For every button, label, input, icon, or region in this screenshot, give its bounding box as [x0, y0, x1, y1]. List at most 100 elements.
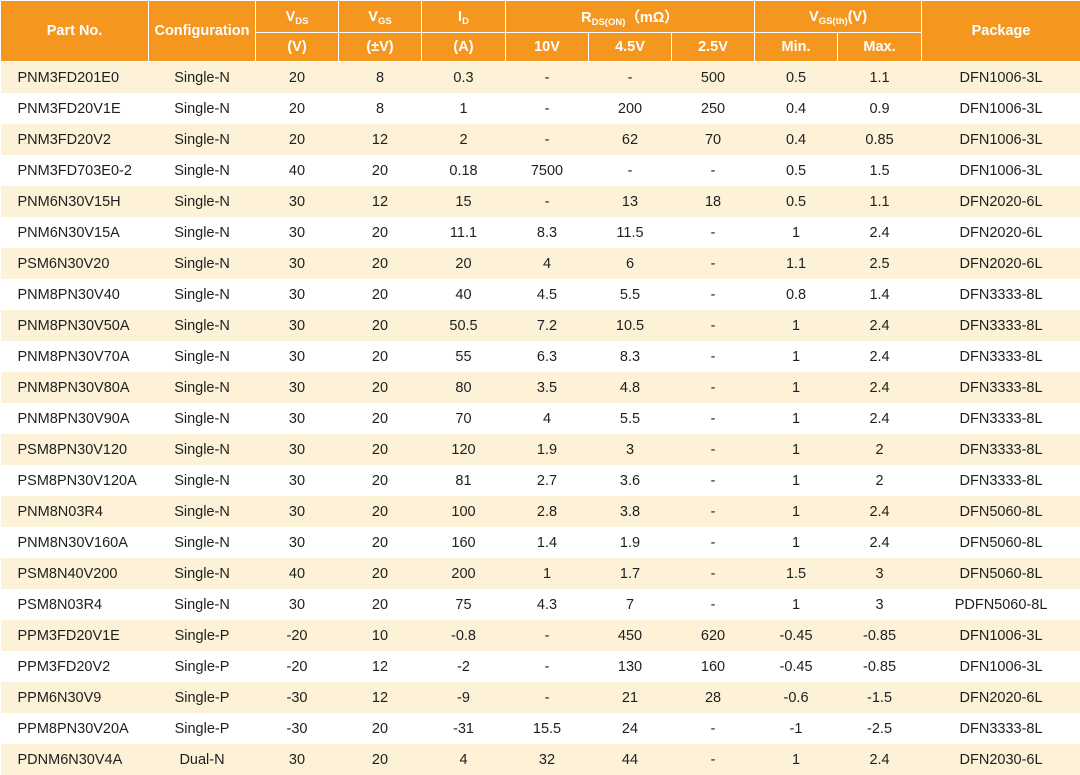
cell-part-no: PPM8PN30V20A [1, 713, 149, 744]
cell-rds-2-5v: - [672, 341, 755, 372]
cell-part-no: PNM8PN30V50A [1, 310, 149, 341]
cell-vgs-th-max: 2.4 [838, 217, 922, 248]
cell-rds-10v: 7.2 [506, 310, 589, 341]
cell-vds: 30 [256, 217, 339, 248]
cell-rds-10v: - [506, 651, 589, 682]
header-vgs: VGS [339, 1, 422, 33]
cell-part-no: PPM6N30V9 [1, 682, 149, 713]
cell-vgs-th-max: 2.5 [838, 248, 922, 279]
cell-id: 120 [422, 434, 506, 465]
cell-rds-10v: 6.3 [506, 341, 589, 372]
cell-rds-4-5v: 3 [589, 434, 672, 465]
cell-part-no: PSM8N40V200 [1, 558, 149, 589]
cell-package: PDFN5060-8L [922, 589, 1080, 620]
cell-vgs: 12 [339, 682, 422, 713]
cell-vgs: 20 [339, 527, 422, 558]
cell-vds: 30 [256, 341, 339, 372]
cell-id: 160 [422, 527, 506, 558]
cell-rds-4-5v: 11.5 [589, 217, 672, 248]
cell-vgs-th-max: 3 [838, 589, 922, 620]
cell-rds-10v: 4 [506, 403, 589, 434]
cell-vgs-th-max: -0.85 [838, 651, 922, 682]
cell-configuration: Single-N [149, 465, 256, 496]
cell-configuration: Single-N [149, 93, 256, 124]
cell-rds-10v: 2.7 [506, 465, 589, 496]
cell-rds-2-5v: 620 [672, 620, 755, 651]
cell-vgs: 12 [339, 186, 422, 217]
cell-part-no: PNM8PN30V40 [1, 279, 149, 310]
cell-vgs-th-min: -0.45 [755, 651, 838, 682]
header-rds-2-5v: 2.5V [672, 33, 755, 62]
cell-rds-2-5v: - [672, 527, 755, 558]
cell-part-no: PNM3FD703E0-2 [1, 155, 149, 186]
cell-rds-4-5v: 5.5 [589, 403, 672, 434]
cell-id: 11.1 [422, 217, 506, 248]
cell-vds: -30 [256, 682, 339, 713]
header-vgs-th: VGS(th)(V) [755, 1, 922, 33]
cell-vgs-th-max: 2.4 [838, 372, 922, 403]
cell-rds-10v: - [506, 620, 589, 651]
cell-vgs-th-max: 2.4 [838, 310, 922, 341]
cell-vgs-th-min: -0.6 [755, 682, 838, 713]
cell-rds-2-5v: - [672, 713, 755, 744]
cell-package: DFN1006-3L [922, 651, 1080, 682]
cell-package: DFN3333-8L [922, 279, 1080, 310]
cell-vgs-th-min: 1 [755, 527, 838, 558]
cell-configuration: Single-N [149, 558, 256, 589]
cell-package: DFN1006-3L [922, 620, 1080, 651]
cell-vgs: 20 [339, 341, 422, 372]
cell-rds-4-5v: 44 [589, 744, 672, 775]
cell-vds: 30 [256, 186, 339, 217]
cell-vgs-th-min: 1 [755, 496, 838, 527]
cell-configuration: Single-P [149, 713, 256, 744]
cell-rds-10v: 7500 [506, 155, 589, 186]
cell-package: DFN5060-8L [922, 527, 1080, 558]
cell-id: 75 [422, 589, 506, 620]
cell-package: DFN2020-6L [922, 248, 1080, 279]
cell-vds: 30 [256, 496, 339, 527]
cell-configuration: Dual-N [149, 744, 256, 775]
cell-configuration: Single-N [149, 589, 256, 620]
cell-vds: 40 [256, 558, 339, 589]
cell-vgs-th-max: 2.4 [838, 744, 922, 775]
cell-id: 4 [422, 744, 506, 775]
cell-vgs-th-max: -1.5 [838, 682, 922, 713]
cell-vgs-th-min: 0.5 [755, 62, 838, 94]
cell-configuration: Single-N [149, 155, 256, 186]
cell-rds-10v: 32 [506, 744, 589, 775]
cell-part-no: PNM8PN30V80A [1, 372, 149, 403]
cell-rds-4-5v: 4.8 [589, 372, 672, 403]
cell-configuration: Single-N [149, 217, 256, 248]
cell-rds-4-5v: 1.7 [589, 558, 672, 589]
cell-rds-2-5v: - [672, 744, 755, 775]
cell-package: DFN5060-8L [922, 558, 1080, 589]
cell-package: DFN1006-3L [922, 93, 1080, 124]
cell-vgs-th-max: 2 [838, 434, 922, 465]
cell-rds-10v: 15.5 [506, 713, 589, 744]
cell-vgs-th-min: 1 [755, 372, 838, 403]
cell-rds-4-5v: 3.8 [589, 496, 672, 527]
cell-rds-10v: 1.9 [506, 434, 589, 465]
cell-part-no: PNM3FD20V2 [1, 124, 149, 155]
cell-rds-2-5v: 500 [672, 62, 755, 94]
cell-configuration: Single-P [149, 651, 256, 682]
cell-vgs-th-max: -0.85 [838, 620, 922, 651]
cell-rds-10v: 4.5 [506, 279, 589, 310]
cell-rds-10v: - [506, 93, 589, 124]
cell-rds-10v: - [506, 62, 589, 94]
cell-part-no: PPM3FD20V1E [1, 620, 149, 651]
cell-vgs-th-max: 2.4 [838, 341, 922, 372]
cell-rds-4-5v: 5.5 [589, 279, 672, 310]
cell-vgs: 12 [339, 124, 422, 155]
cell-rds-10v: 2.8 [506, 496, 589, 527]
cell-rds-10v: - [506, 186, 589, 217]
cell-rds-2-5v: 28 [672, 682, 755, 713]
